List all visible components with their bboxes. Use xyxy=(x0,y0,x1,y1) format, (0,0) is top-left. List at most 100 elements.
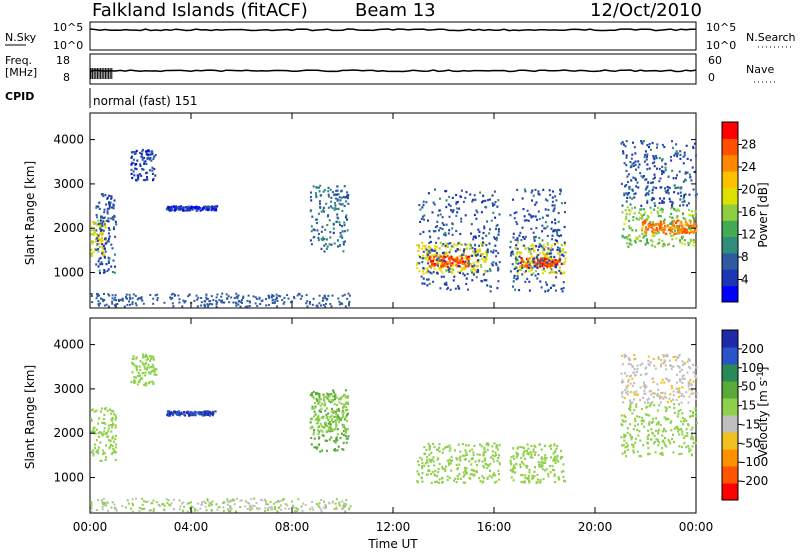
range-cell xyxy=(91,242,94,245)
range-cell xyxy=(559,188,562,192)
range-cell xyxy=(108,235,111,238)
range-cell xyxy=(490,262,493,265)
range-cell xyxy=(622,401,625,404)
ground-scatter-cell xyxy=(200,301,203,304)
range-cell xyxy=(679,241,682,244)
range-cell xyxy=(648,146,650,149)
ground-scatter-cell xyxy=(335,498,338,501)
range-cell xyxy=(682,436,685,440)
range-cell xyxy=(329,423,332,426)
range-cell xyxy=(473,264,476,267)
range-cell xyxy=(146,178,149,181)
range-cell xyxy=(632,428,635,431)
range-cell xyxy=(460,243,463,246)
range-cell xyxy=(416,266,419,270)
range-cell xyxy=(652,155,655,158)
range-cell xyxy=(626,175,629,178)
range-cell xyxy=(343,393,346,396)
range-cell xyxy=(215,208,217,211)
range-cell xyxy=(645,234,647,237)
range-cell xyxy=(462,250,465,253)
range-cell xyxy=(680,401,683,404)
range-cell xyxy=(533,236,536,239)
range-cell xyxy=(673,154,676,157)
range-cell xyxy=(474,198,477,201)
range-cell xyxy=(653,173,656,176)
range-cell xyxy=(495,239,498,242)
range-cell xyxy=(512,470,515,473)
range-cell xyxy=(489,285,492,288)
range-cell xyxy=(94,446,96,449)
range-cell xyxy=(638,211,641,214)
range-cell xyxy=(326,245,329,248)
range-cell xyxy=(544,227,547,230)
range-cell xyxy=(488,474,491,478)
range-cell xyxy=(675,177,678,180)
range-cell xyxy=(671,227,674,231)
range-cell xyxy=(639,364,642,367)
range-cell xyxy=(445,262,448,265)
range-cell xyxy=(337,193,340,196)
ground-scatter-cell xyxy=(199,507,202,510)
ground-scatter-cell xyxy=(223,301,226,304)
ground-scatter-cell xyxy=(346,297,349,300)
range-cell xyxy=(651,377,654,380)
colorbar-tick-label: 50 xyxy=(741,380,756,394)
range-cell xyxy=(621,424,624,427)
range-cell xyxy=(92,452,95,455)
range-cell xyxy=(656,439,659,443)
range-cell xyxy=(552,260,555,263)
range-cell xyxy=(316,421,319,424)
range-cell xyxy=(664,166,667,169)
range-cell xyxy=(655,223,657,226)
range-cell xyxy=(443,233,446,236)
range-cell xyxy=(485,244,488,247)
range-cell xyxy=(114,220,117,223)
range-cell xyxy=(536,265,539,268)
range-cell xyxy=(659,208,662,212)
range-cell xyxy=(659,197,661,200)
range-cell xyxy=(209,412,212,415)
range-cell xyxy=(546,261,549,265)
ground-scatter-cell xyxy=(295,508,298,511)
range-cell xyxy=(418,270,421,273)
range-cell xyxy=(318,437,320,440)
range-cell xyxy=(561,249,564,252)
range-cell xyxy=(691,215,694,218)
range-cell xyxy=(310,225,313,228)
range-cell xyxy=(637,423,639,426)
range-cell xyxy=(525,261,527,264)
ground-scatter-cell xyxy=(265,503,267,506)
range-cell xyxy=(433,445,436,448)
range-cell xyxy=(145,381,148,385)
range-cell xyxy=(643,392,646,395)
range-cell xyxy=(96,243,99,246)
range-cell xyxy=(144,367,147,370)
range-cell xyxy=(484,450,487,453)
colorbar-swatch xyxy=(722,364,738,382)
range-cell xyxy=(453,243,456,246)
range-cell xyxy=(549,193,552,197)
range-cell xyxy=(436,272,439,275)
range-cell xyxy=(447,461,450,464)
ground-scatter-cell xyxy=(178,298,181,301)
range-cell xyxy=(461,443,464,446)
range-cell xyxy=(672,451,675,454)
ground-scatter-cell xyxy=(98,294,100,297)
range-cell xyxy=(513,267,516,270)
range-cell xyxy=(683,154,686,157)
range-cell xyxy=(629,433,631,436)
range-cell xyxy=(562,286,565,290)
ground-scatter-cell xyxy=(315,304,318,307)
ground-scatter-cell xyxy=(162,503,165,506)
range-cell xyxy=(197,207,200,210)
range-cell xyxy=(104,408,107,411)
ground-scatter-cell xyxy=(240,499,243,502)
ground-scatter-cell xyxy=(339,302,342,305)
ground-scatter-cell xyxy=(169,504,172,507)
range-cell xyxy=(653,440,656,443)
range-cell xyxy=(474,250,477,253)
range-cell xyxy=(676,220,678,223)
range-cell xyxy=(329,188,332,191)
range-cell xyxy=(150,370,153,374)
